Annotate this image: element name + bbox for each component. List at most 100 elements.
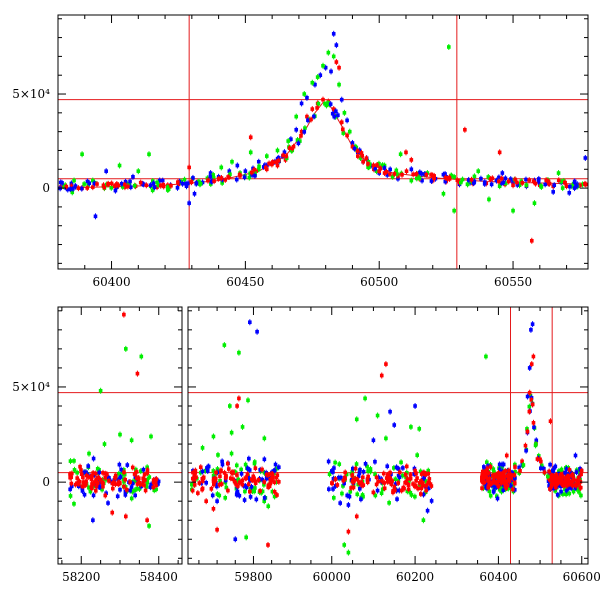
data-point-red (397, 470, 402, 475)
data-point-red (310, 107, 315, 111)
data-point-green (233, 470, 238, 475)
data-point-green (528, 393, 533, 398)
data-point-blue (397, 488, 402, 493)
data-point-blue (371, 438, 376, 443)
data-point-red (504, 453, 509, 458)
data-point-red (557, 476, 561, 481)
data-point-red (94, 477, 98, 482)
y-tick-label: 5×10⁴ (12, 380, 50, 394)
data-point-red (305, 114, 309, 119)
data-point-blue (479, 176, 483, 181)
data-point-green (395, 172, 399, 176)
data-point-red (424, 488, 428, 493)
data-point-blue (409, 167, 414, 172)
data-point-blue (128, 179, 132, 184)
data-point-green (365, 464, 369, 469)
data-point-blue (539, 466, 543, 471)
data-point-red (539, 459, 543, 464)
data-point-red (339, 120, 344, 125)
data-point-blue (361, 470, 366, 474)
data-point-green (521, 463, 526, 467)
data-point-red (419, 479, 423, 483)
data-point-blue (352, 146, 357, 151)
data-point-blue (388, 409, 392, 414)
data-point-red (93, 488, 98, 493)
data-point-red (497, 179, 501, 184)
data-point-red (335, 483, 340, 487)
data-point-green (152, 488, 157, 493)
data-point-green (559, 179, 564, 184)
data-point-red (569, 482, 574, 486)
data-point-green (80, 152, 84, 157)
data-point-red (274, 160, 278, 164)
data-point-red (111, 481, 116, 485)
data-point-blue (260, 477, 265, 482)
data-point-green (72, 502, 76, 506)
data-point-red (424, 483, 429, 488)
data-point-blue (429, 179, 434, 183)
top-tick-labels: 60400 60450 60500 60550 0 5×10⁴ (12, 87, 532, 289)
data-point-blue (245, 466, 250, 471)
data-point-blue (117, 462, 122, 467)
data-point-green (295, 138, 300, 142)
data-point-red (365, 477, 370, 481)
data-point-blue (243, 169, 248, 173)
data-point-blue (551, 469, 556, 473)
data-point-green (218, 479, 222, 483)
data-point-green (275, 148, 280, 153)
data-point-green (211, 176, 216, 180)
data-point-blue (115, 494, 120, 499)
data-point-blue (542, 466, 546, 471)
data-point-red (235, 473, 239, 477)
data-point-red (192, 474, 197, 478)
data-point-red (224, 473, 228, 478)
data-point-red (299, 129, 304, 134)
data-point-red (232, 479, 237, 484)
data-point-green (394, 168, 399, 173)
data-point-red (272, 480, 277, 484)
data-point-red (290, 146, 295, 151)
data-point-blue (205, 469, 210, 473)
data-point-blue (412, 472, 416, 476)
data-point-blue (156, 482, 160, 486)
top-ticks (58, 15, 588, 269)
data-point-red (266, 543, 270, 547)
data-point-red (122, 470, 126, 475)
data-point-red (84, 482, 88, 487)
data-point-red (424, 172, 429, 177)
data-point-red (141, 476, 145, 481)
data-point-blue (339, 475, 343, 480)
data-point-red (366, 162, 370, 166)
data-point-blue (422, 475, 427, 480)
data-point-red (96, 475, 101, 480)
data-point-blue (156, 479, 161, 484)
data-point-green (72, 468, 77, 472)
data-point-green (197, 179, 201, 184)
data-point-red (578, 183, 582, 188)
data-point-blue (235, 163, 240, 168)
data-point-red (510, 487, 515, 492)
data-point-red (118, 481, 122, 486)
data-point-red (405, 477, 410, 481)
data-point-red (371, 490, 376, 495)
data-point-red (350, 144, 355, 149)
data-point-green (286, 139, 291, 143)
data-point-blue (237, 493, 242, 498)
data-point-red (360, 475, 365, 480)
data-point-green (234, 463, 239, 468)
data-point-green (240, 425, 245, 429)
data-point-green (342, 111, 347, 115)
data-point-red (197, 481, 202, 485)
data-point-red (92, 480, 97, 484)
data-point-red (530, 402, 535, 407)
data-point-blue (264, 470, 268, 475)
data-point-red (563, 180, 567, 185)
data-point-green (488, 493, 493, 498)
data-point-green (134, 467, 138, 472)
data-point-red (134, 476, 139, 480)
data-point-blue (200, 469, 205, 474)
data-point-blue (326, 459, 331, 464)
data-point-blue (91, 456, 96, 461)
data-point-red (126, 184, 130, 189)
data-point-red (371, 163, 376, 168)
